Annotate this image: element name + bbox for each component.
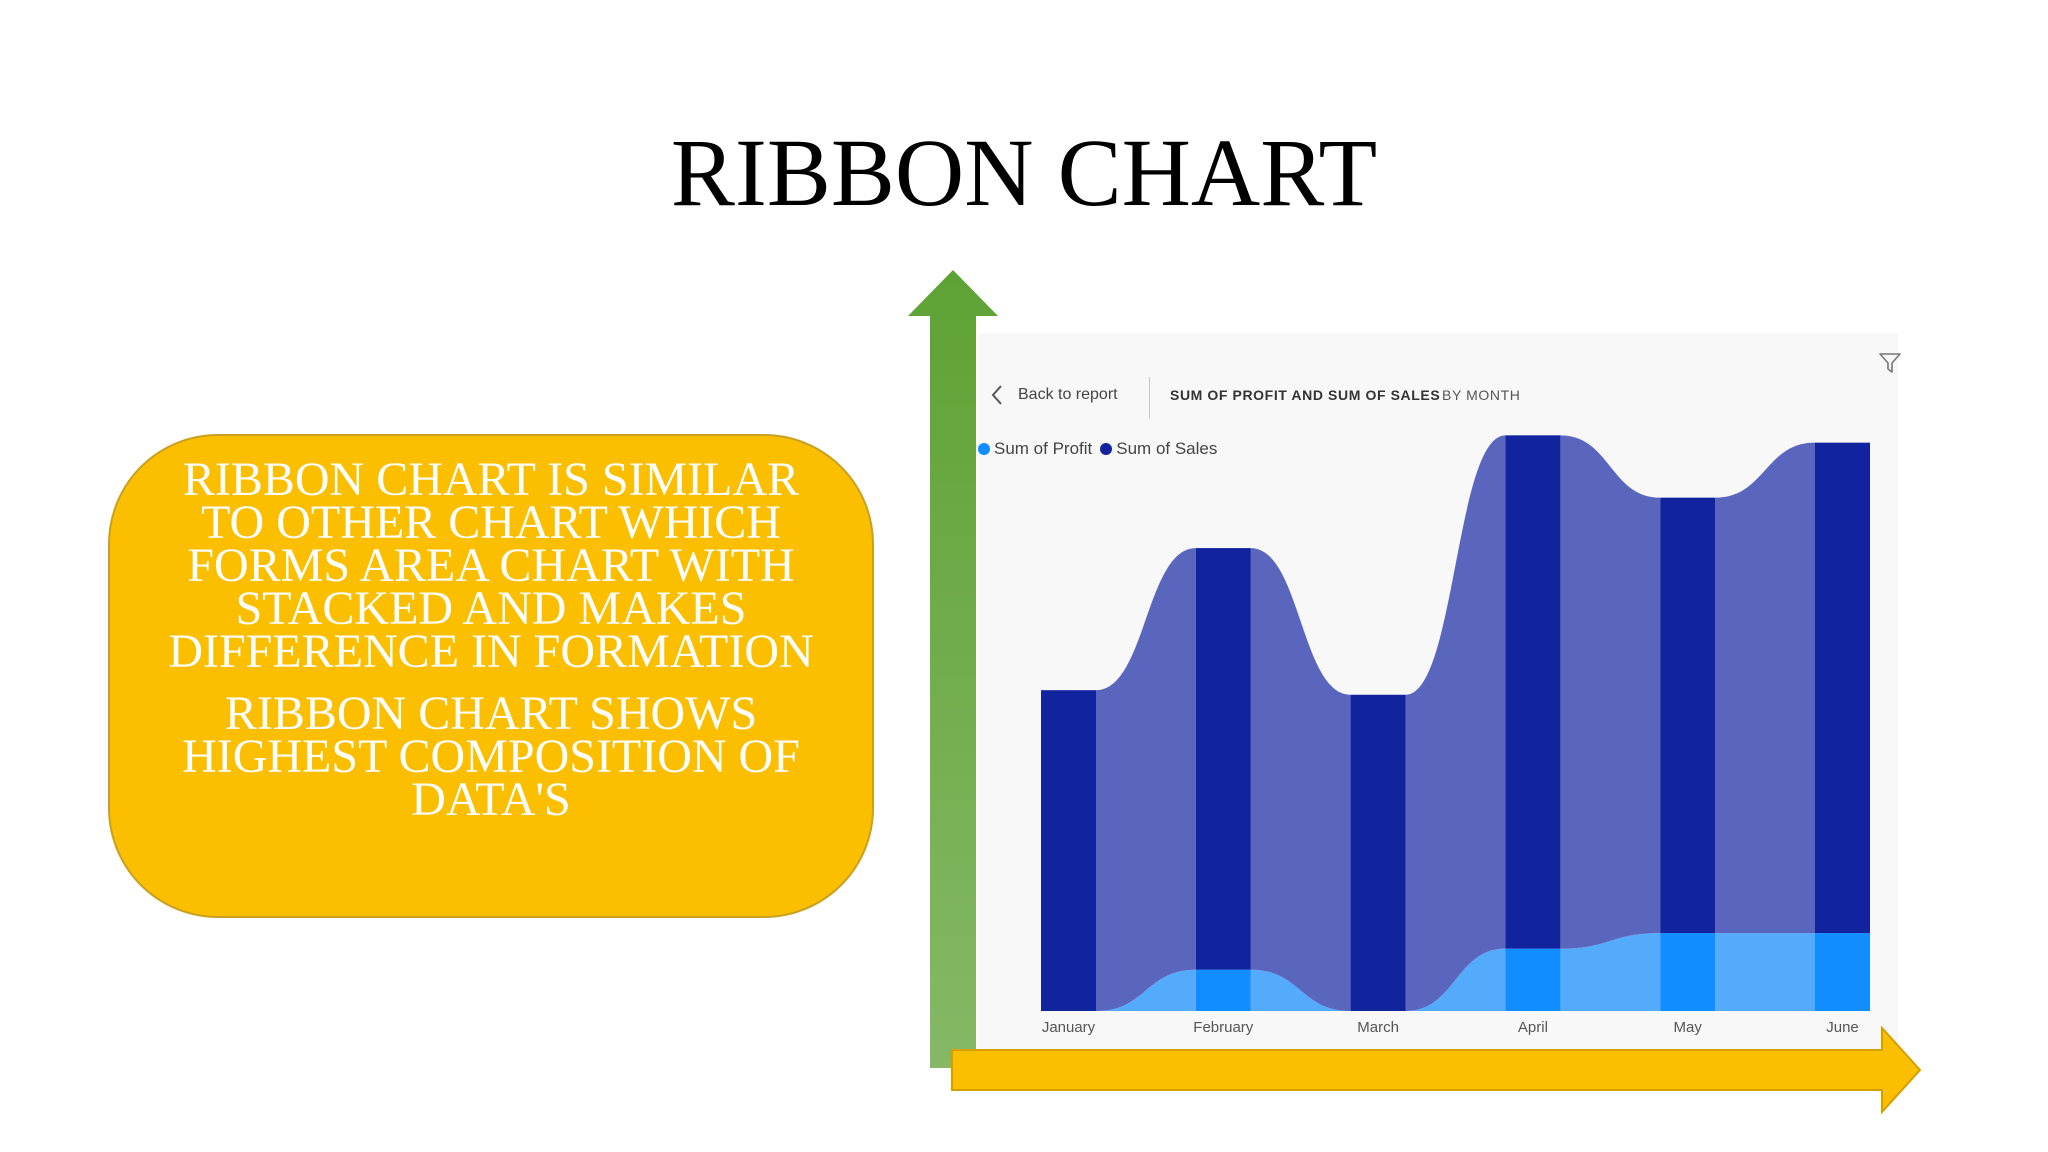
x-tick-label-february: February bbox=[1193, 1019, 1254, 1036]
ribbon-profit-3 bbox=[1405, 948, 1506, 1011]
visual-title: SUM OF PROFIT AND SUM OF SALES bbox=[1170, 387, 1441, 403]
legend-item-sales[interactable]: Sum of Sales bbox=[1100, 439, 1217, 459]
bar-sales-april bbox=[1505, 435, 1561, 949]
description-callout: RIBBON CHART IS SIMILAR TO OTHER CHART W… bbox=[108, 434, 874, 918]
x-tick-label-june: June bbox=[1826, 1019, 1859, 1036]
bar-sales-january bbox=[1041, 690, 1096, 1011]
callout-paragraph-2: RIBBON CHART SHOWS HIGHEST COMPOSITION O… bbox=[182, 687, 800, 826]
legend-label-profit: Sum of Profit bbox=[994, 439, 1093, 458]
slide-title: RIBBON CHART bbox=[670, 119, 1378, 226]
back-to-report-label: Back to report bbox=[1018, 386, 1118, 403]
bar-profit-may bbox=[1660, 933, 1716, 1011]
ribbon-sales-1 bbox=[1096, 548, 1196, 1011]
chevron-left-icon bbox=[991, 385, 1002, 405]
vertical-axis-arrow bbox=[908, 270, 998, 1068]
legend-label-sales: Sum of Sales bbox=[1116, 439, 1218, 458]
x-tick-label-may: May bbox=[1674, 1019, 1703, 1036]
x-tick-label-january: January bbox=[1042, 1019, 1096, 1036]
ribbon-profit-5 bbox=[1715, 933, 1815, 1011]
horizontal-axis-arrow bbox=[951, 1026, 1922, 1114]
bar-sales-march bbox=[1350, 694, 1406, 1011]
filter-funnel-icon[interactable] bbox=[1878, 351, 1902, 375]
visual-subtitle: BY MONTH bbox=[1442, 387, 1521, 403]
back-to-report-button[interactable]: Back to report bbox=[990, 383, 1118, 407]
ribbon-sales-2 bbox=[1250, 548, 1351, 1011]
bar-profit-june bbox=[1815, 933, 1870, 1011]
header-divider bbox=[1149, 377, 1150, 419]
bar-sales-june bbox=[1815, 442, 1870, 934]
bar-profit-april bbox=[1505, 948, 1561, 1011]
chart-legend: Sum of Profit Sum of Sales bbox=[978, 439, 1217, 459]
ribbon-sales-5 bbox=[1715, 442, 1815, 934]
callout-paragraph-1: RIBBON CHART IS SIMILAR TO OTHER CHART W… bbox=[168, 453, 814, 678]
bar-sales-may bbox=[1660, 497, 1716, 934]
x-tick-label-april: April bbox=[1518, 1019, 1548, 1036]
report-visual-panel: Back to report SUM OF PROFIT AND SUM OF … bbox=[978, 333, 1901, 1055]
bar-sales-february bbox=[1195, 548, 1251, 970]
ribbon-sales-3 bbox=[1405, 435, 1506, 1011]
ribbon-profit-4 bbox=[1560, 933, 1661, 1011]
legend-swatch-sales bbox=[1100, 443, 1113, 455]
ribbon-chart-plot: January February March April May June bbox=[1041, 435, 1870, 1036]
legend-swatch-profit bbox=[978, 443, 990, 455]
bar-profit-february bbox=[1195, 969, 1251, 1011]
legend-item-profit[interactable]: Sum of Profit bbox=[978, 439, 1092, 459]
x-tick-label-march: March bbox=[1357, 1019, 1399, 1036]
ribbon-sales-4 bbox=[1560, 435, 1661, 949]
